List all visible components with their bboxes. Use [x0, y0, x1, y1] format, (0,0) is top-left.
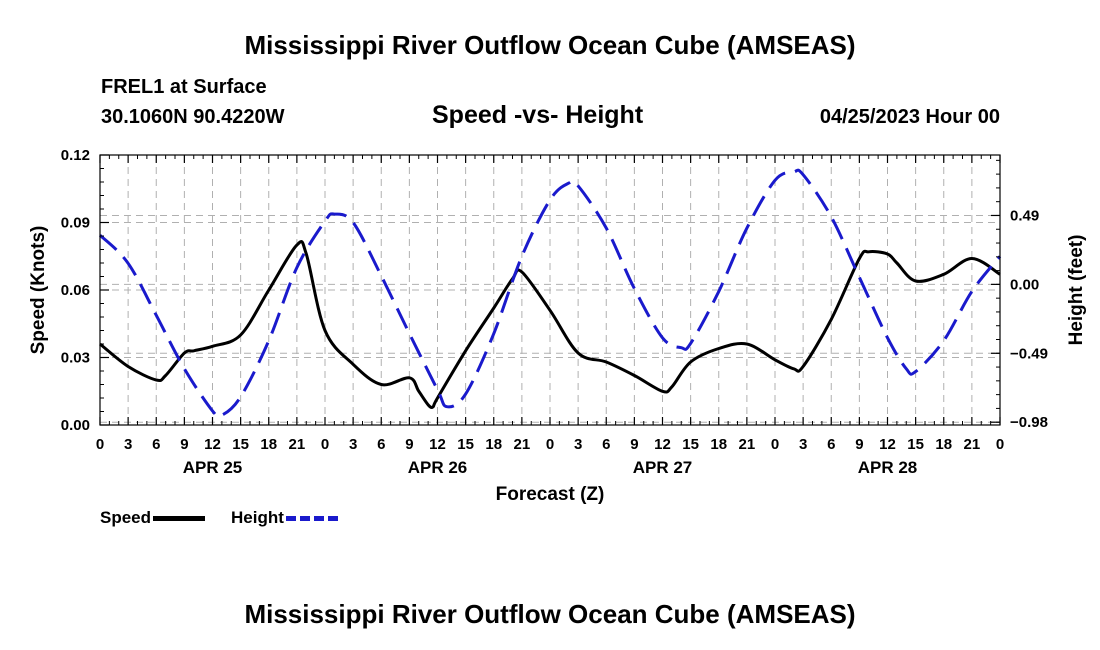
- station-label: FREL1 at Surface: [101, 76, 267, 98]
- y-tick-label: 0.09: [61, 215, 90, 232]
- x-tick-label: 0: [96, 436, 104, 453]
- x-tick-label: 6: [377, 436, 385, 453]
- day-label: APR 26: [408, 458, 468, 477]
- x-tick-label: 9: [180, 436, 188, 453]
- x-tick-label: 15: [457, 436, 474, 453]
- legend-height-label: Height: [231, 508, 284, 527]
- height-series-line: [98, 168, 1002, 419]
- x-tick-label: 15: [907, 436, 924, 453]
- x-axis-title: Forecast (Z): [496, 484, 605, 505]
- y2-tick-label: 0.49: [1010, 207, 1039, 224]
- x-tick-label: 3: [124, 436, 132, 453]
- legend-height-swatch: [285, 516, 338, 522]
- y2-tick-label: −0.49: [1010, 345, 1048, 362]
- forecast-datetime: 04/25/2023 Hour 00: [819, 106, 1000, 128]
- x-tick-label: 21: [964, 436, 981, 453]
- day-label: APR 28: [858, 458, 918, 477]
- day-label: APR 25: [183, 458, 243, 477]
- x-tick-label: 12: [654, 436, 671, 453]
- footer-title: Mississippi River Outflow Ocean Cube (AM…: [244, 599, 856, 629]
- x-tick-label: 12: [429, 436, 446, 453]
- legend-speed: Speed: [100, 508, 206, 528]
- x-tick-label: 3: [349, 436, 357, 453]
- chart-subtitle: Speed -vs- Height: [432, 101, 644, 129]
- x-tick-label: 0: [996, 436, 1004, 453]
- series-layer: [98, 168, 1002, 419]
- grid: [100, 155, 1000, 425]
- x-tick-label: 18: [935, 436, 952, 453]
- y2-tick-label: −0.98: [1010, 414, 1048, 431]
- y2-axis-title: Height (feet): [1066, 235, 1087, 346]
- x-tick-label: 21: [739, 436, 756, 453]
- legend-speed-label: Speed: [100, 508, 152, 527]
- x-tick-label: 18: [260, 436, 277, 453]
- x-tick-label: 9: [405, 436, 413, 453]
- x-tick-label: 9: [855, 436, 863, 453]
- chart-title: Mississippi River Outflow Ocean Cube (AM…: [244, 30, 856, 60]
- x-tick-label: 18: [710, 436, 727, 453]
- x-tick-label: 6: [152, 436, 160, 453]
- legend-height: Height: [231, 508, 338, 528]
- x-tick-label: 21: [289, 436, 306, 453]
- x-tick-label: 12: [879, 436, 896, 453]
- y-tick-label: 0.06: [61, 282, 90, 299]
- y-tick-label: 0.03: [61, 350, 90, 367]
- x-tick-label: 6: [602, 436, 610, 453]
- x-tick-label: 12: [204, 436, 221, 453]
- x-tick-label: 0: [321, 436, 329, 453]
- x-tick-label: 3: [574, 436, 582, 453]
- day-label: APR 27: [633, 458, 693, 477]
- coordinates-label: 30.1060N 90.4220W: [101, 106, 285, 128]
- legend-speed-swatch: [153, 516, 206, 522]
- x-tick-label: 15: [682, 436, 699, 453]
- x-tick-label: 0: [771, 436, 779, 453]
- x-tick-label: 18: [485, 436, 502, 453]
- x-tick-label: 0: [546, 436, 554, 453]
- y2-tick-label: 0.00: [1010, 276, 1039, 293]
- x-tick-label: 3: [799, 436, 807, 453]
- x-tick-label: 21: [514, 436, 531, 453]
- x-tick-label: 9: [630, 436, 638, 453]
- y-tick-label: 0.00: [61, 417, 90, 434]
- axes: 0 3 6 9 12 15 18 21 0 3 6 9 12 15 18 21 0 3 6 9 12 15 18 21 0 3 6 9…: [28, 147, 1087, 505]
- y-axis-title: Speed (Knots): [28, 226, 49, 355]
- x-tick-label: 6: [827, 436, 835, 453]
- x-tick-label: 15: [232, 436, 249, 453]
- y-tick-label: 0.12: [61, 147, 90, 164]
